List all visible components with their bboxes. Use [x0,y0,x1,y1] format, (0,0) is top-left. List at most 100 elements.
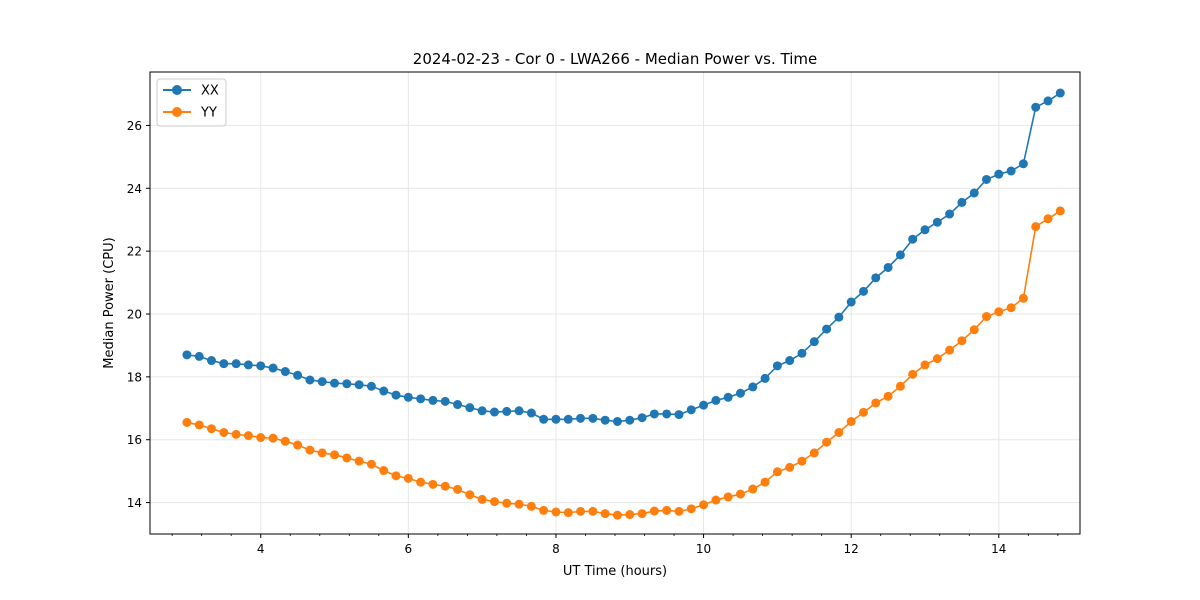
data-point-yy [440,481,450,491]
data-point-yy [1031,222,1041,232]
data-point-yy [699,500,709,510]
data-point-xx [674,410,684,420]
legend-marker-yy [172,107,182,117]
data-point-xx [502,406,512,416]
data-point-xx [379,386,389,396]
data-point-xx [526,408,536,418]
data-point-xx [735,388,745,398]
data-point-xx [908,234,918,244]
data-point-yy [268,433,278,443]
data-point-yy [637,509,647,519]
x-tick-label: 4 [257,542,265,556]
data-point-xx [846,297,856,307]
x-tick-label: 14 [991,542,1006,556]
data-point-xx [342,379,352,389]
data-point-yy [416,477,426,487]
data-point-xx [576,413,586,423]
data-point-yy [293,440,303,450]
data-point-yy [280,436,290,446]
y-axis-label: Median Power (CPU) [102,237,117,368]
data-point-xx [637,413,647,423]
data-point-xx [797,348,807,358]
chart-title: 2024-02-23 - Cor 0 - LWA266 - Median Pow… [413,50,817,68]
data-point-yy [1006,303,1016,313]
data-point-yy [379,466,389,476]
legend: XX YY [156,78,227,127]
data-point-xx [920,225,930,235]
data-point-xx [391,390,401,400]
data-point-yy [317,448,327,458]
data-point-yy [576,506,586,516]
data-point-yy [711,495,721,505]
data-point-yy [354,456,364,466]
data-point-xx [219,359,229,369]
data-point-yy [391,471,401,481]
x-axis-label: UT Time (hours) [563,564,667,579]
x-tick-label: 10 [696,542,711,556]
data-point-xx [649,409,659,419]
data-point-xx [748,382,758,392]
legend-label-yy: YY [200,106,217,121]
data-point-yy [403,473,413,483]
ticks: 4 6 8 10 12 14 14 16 18 20 22 24 26 [127,119,1059,556]
data-point-xx [403,392,413,402]
data-point-xx [243,360,253,370]
data-point-xx [280,367,290,377]
data-point-yy [563,508,573,518]
data-point-xx [686,405,696,415]
y-tick-label: 18 [127,370,142,384]
data-point-xx [465,403,475,413]
data-point-yy [502,498,512,508]
series-layer [182,88,1065,520]
data-point-xx [588,413,598,423]
data-point-xx [772,361,782,371]
data-point-xx [981,174,991,184]
data-point-xx [957,197,967,207]
data-point-xx [883,262,893,272]
data-point-yy [194,420,204,430]
data-point-yy [785,462,795,472]
data-point-yy [871,398,881,408]
data-point-yy [305,445,315,455]
data-point-xx [723,392,733,402]
data-point-xx [859,286,869,296]
data-point-xx [551,414,561,424]
data-point-yy [895,381,905,391]
data-point-yy [883,391,893,401]
data-point-xx [711,395,721,405]
data-point-yy [932,354,942,364]
x-tick-label: 12 [844,542,859,556]
x-tick-label: 8 [552,542,560,556]
data-point-xx [489,407,499,417]
data-point-yy [477,494,487,504]
data-point-yy [822,437,832,447]
data-point-xx [932,217,942,227]
data-point-yy [539,505,549,515]
data-point-yy [809,448,819,458]
data-point-xx [871,273,881,283]
data-point-xx [809,337,819,347]
data-point-yy [723,492,733,502]
data-point-xx [1031,102,1041,112]
y-tick-label: 26 [127,119,142,133]
data-point-xx [699,400,709,410]
data-point-yy [1043,214,1053,224]
data-point-yy [600,509,610,519]
data-point-yy [231,429,241,439]
data-point-xx [760,373,770,383]
data-point-yy [686,504,696,514]
data-point-xx [662,409,672,419]
data-point-yy [797,456,807,466]
data-point-yy [908,369,918,379]
x-tick-label: 6 [405,542,413,556]
data-point-yy [969,325,979,335]
data-point-yy [219,427,229,437]
data-point-xx [625,415,635,425]
y-tick-label: 14 [127,496,142,510]
data-point-yy [206,424,216,434]
data-point-yy [243,431,253,441]
data-point-yy [342,453,352,463]
data-point-yy [588,506,598,516]
data-point-yy [182,417,192,427]
